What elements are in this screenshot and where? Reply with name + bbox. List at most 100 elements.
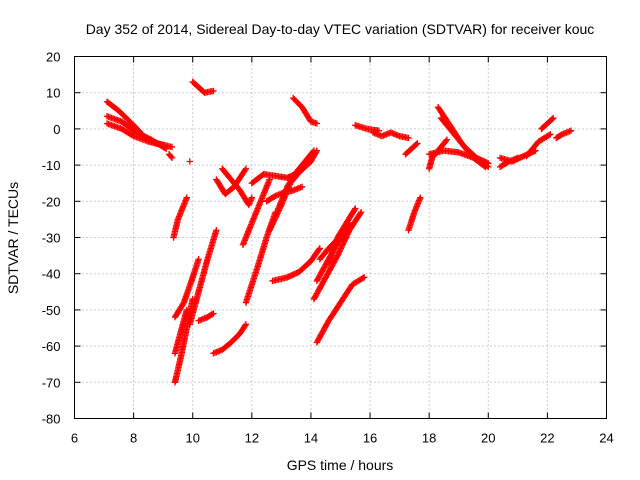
x-tick-label: 12 [245,431,259,446]
x-tick-label: 20 [481,431,495,446]
series-arc40 [553,127,575,142]
data-point [210,310,217,317]
data-point [168,143,176,151]
data-point [334,252,341,259]
data-point [567,127,575,134]
chart-title: Day 352 of 2014, Sidereal Day-to-day VTE… [86,21,595,37]
data-point [336,246,344,254]
data-point [266,227,273,234]
data-point [549,115,556,123]
series-arc12 [210,321,250,357]
data-point [545,131,553,139]
data-point [241,322,249,329]
plot-frame [74,56,607,419]
series-arc20 [275,147,318,212]
data-point [242,165,250,172]
data-point [337,245,345,252]
data-point [338,243,345,251]
data-point [336,248,343,255]
data-point [270,217,278,224]
x-tick-label: 24 [599,431,613,446]
data-point [417,194,424,201]
data-point [272,214,279,221]
data-point [309,148,317,156]
data-point [359,274,367,282]
x-tick-label: 18 [422,431,436,446]
series-arc14 [219,165,256,209]
series-arc13 [213,165,250,198]
data-point [272,212,280,220]
x-tick-label: 8 [130,431,137,446]
y-tick-label: -80 [42,412,61,427]
data-point [351,206,358,214]
x-tick-label: 22 [540,431,554,446]
data-point [242,321,250,328]
data-point [310,147,318,154]
data-point [179,300,187,308]
data-point [338,242,346,249]
data-point [186,158,193,165]
x-tick-label: 6 [71,431,78,446]
y-tick-label: -20 [42,194,61,209]
data-point [241,166,249,174]
data-point [268,221,276,228]
data-point [405,134,412,142]
data-point [267,224,275,231]
data-point [335,250,342,258]
data-point [274,210,281,217]
series-arc35 [425,147,492,171]
data-point [443,136,451,143]
data-point [343,234,350,241]
data-point [315,246,323,253]
series-arc5 [189,78,217,96]
data-point [167,153,175,160]
series-arc28 [352,122,383,134]
series-arc21 [290,94,321,127]
data-point [270,218,277,226]
tick-labels: 6 8 10 12 14 16 18 20 22 24 -80 -70 -60 -50 -40 -30 -20 -… [42,50,614,446]
series-arc15 [239,176,273,248]
data-point [248,194,256,201]
series-arc8 [171,306,191,357]
data-points [103,78,575,386]
series-arc22 [269,245,324,285]
series-arc11 [195,310,217,324]
series-arc31 [405,194,424,234]
series-arc27 [313,274,368,346]
data-point [335,249,343,256]
data-point [267,225,274,233]
data-point [485,163,492,171]
data-point [210,87,217,95]
data-point [298,183,306,191]
tick-marks [74,56,607,419]
series-arc39 [538,114,557,133]
y-tick-label: -50 [42,303,61,318]
data-point [183,194,191,201]
data-point [162,145,170,153]
data-point [547,131,554,138]
data-point [209,311,216,318]
x-tick-label: 14 [304,431,318,446]
x-tick-label: 16 [363,431,377,446]
y-tick-label: -10 [42,158,61,173]
series-arc6 [170,194,191,241]
data-point [360,274,368,281]
data-point [168,154,176,162]
series-arc30 [402,140,421,158]
series-arc38 [523,131,554,160]
data-point [129,132,136,139]
data-point [159,141,167,149]
y-tick-label: -60 [42,339,61,354]
data-point [195,256,202,263]
data-point [550,114,557,122]
data-point [413,141,420,148]
data-point [316,245,324,252]
series-arc3 [103,120,167,149]
data-point [183,306,191,314]
y-axis-label: SDTVAR / TECUs [5,182,21,294]
series-arc9 [171,256,202,321]
data-point [269,220,277,227]
series-arc29 [369,129,412,142]
series-arc26 [325,205,359,267]
